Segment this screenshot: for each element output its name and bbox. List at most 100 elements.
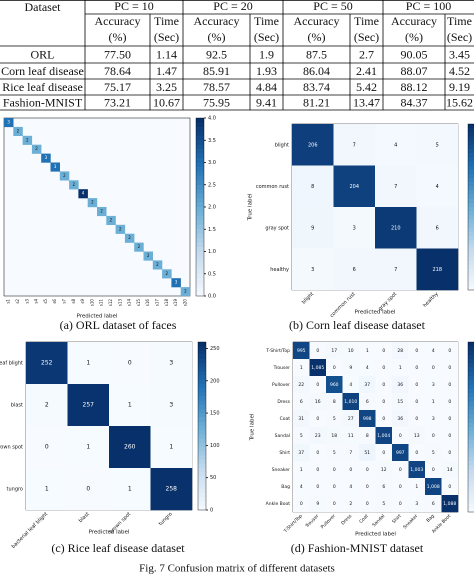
cell-value: 210 [391, 225, 401, 231]
matrix-cell [359, 359, 376, 377]
matrix-cell [425, 461, 442, 479]
cell-value: 2 [63, 173, 66, 178]
cell-value: 5 [333, 416, 336, 422]
colorbar-segment [196, 153, 204, 159]
subheader-cell: Time [354, 14, 379, 28]
colorbar-segment [198, 493, 206, 498]
cell-value: 218 [432, 267, 442, 273]
matrix-cell [441, 478, 459, 496]
cell-value: 0 [432, 467, 435, 473]
matrix-cell [342, 342, 360, 360]
cell-value: 0 [448, 348, 451, 354]
cell-value: 3 [169, 360, 173, 367]
colorbar-segment [198, 375, 206, 381]
cell-value: 8 [333, 399, 336, 405]
subheader-cell: (%) [308, 30, 326, 44]
colorbar-segment [198, 430, 206, 435]
matrix-cell [292, 165, 334, 208]
cell-value: 0 [316, 382, 319, 388]
colorbar-segment [198, 421, 206, 427]
colorbar-segment [196, 126, 204, 132]
colorbar-segment [468, 507, 474, 513]
table-cell: 88.07 [401, 64, 428, 78]
matrix-cell [333, 165, 376, 208]
colorbar-segment [196, 175, 204, 181]
colorbar-segment [196, 287, 204, 292]
matrix-cell [309, 342, 327, 360]
matrix-cell [375, 410, 393, 428]
colorbar-segment [196, 215, 204, 221]
colorbar-segment [196, 220, 204, 226]
colorbar-segment [468, 350, 474, 356]
cell-value: 18 [331, 433, 337, 439]
matrix-cell [180, 287, 191, 297]
colorbar-segment [468, 211, 474, 216]
cell-value: 1 [300, 467, 303, 473]
colorbar-segment [198, 434, 206, 439]
cell-value: 0 [448, 484, 451, 490]
matrix-cell [359, 427, 376, 445]
colorbar-segment [198, 489, 206, 494]
colorbar-segment [468, 240, 474, 245]
cell-value: 1 [300, 365, 303, 371]
colorbar-segment [468, 346, 474, 351]
colorbar-segment [196, 135, 204, 141]
subfigure-caption: (c) Rice leaf disease dataset [51, 541, 185, 555]
x-tick-label: tungro [158, 511, 174, 527]
colorbar-segment [468, 363, 474, 368]
matrix-cell [342, 393, 360, 411]
cell-value: 3 [353, 225, 356, 231]
table-cell: 83.74 [303, 80, 330, 94]
matrix-cell [326, 359, 343, 377]
colorbar-segment [468, 427, 474, 432]
colorbar-tick-label: 3.0 [208, 160, 216, 166]
colorbar-segment [196, 224, 204, 230]
colorbar-segment [468, 153, 474, 158]
colorbar-segment [198, 447, 206, 452]
y-tick-label: common rust [256, 184, 289, 190]
cell-value: 7 [353, 142, 356, 148]
subheader-cell: Accuracy [391, 14, 437, 28]
cell-value: 23 [315, 433, 321, 439]
table-cell: 84.37 [401, 95, 428, 109]
x-tick-label: s7 [61, 299, 66, 304]
colorbar-segment [196, 171, 204, 177]
colorbar-segment [468, 169, 474, 175]
cell-value: 997 [396, 450, 405, 456]
y-tick-label: Dress [277, 399, 290, 405]
header-cell: PC = 50 [313, 0, 352, 13]
cell-value: 0 [448, 399, 451, 405]
colorbar-segment [468, 388, 474, 394]
cell-value: 10 [348, 348, 354, 354]
cell-value: 0 [45, 444, 49, 451]
table-cell: 1.47 [156, 64, 177, 78]
cell-value: 1 [399, 365, 402, 371]
matrix-cell [359, 461, 376, 479]
matrix-cell [408, 393, 426, 411]
colorbar-segment [198, 451, 206, 456]
matrix-cell [292, 207, 334, 249]
cell-value: 3 [169, 402, 173, 409]
matrix-cell [97, 207, 107, 217]
matrix-cell [78, 189, 88, 199]
colorbar-segment [196, 273, 204, 279]
colorbar-segment [468, 380, 474, 385]
table-cell: 3.45 [449, 47, 470, 61]
table-cell: 92.5 [206, 47, 227, 61]
cell-value: 0 [448, 450, 451, 456]
colorbar-segment [468, 439, 474, 445]
matrix-cell [150, 468, 193, 511]
colorbar-segment [196, 211, 204, 217]
table-cell: Rice leaf disease [2, 80, 83, 94]
matrix-cell [309, 478, 327, 496]
cell-value: 4 [432, 348, 435, 354]
colorbar-segment [198, 396, 206, 402]
cell-value: 0 [128, 360, 132, 367]
colorbar-segment [468, 376, 474, 381]
matrix-cell [293, 342, 310, 360]
cell-value: 28 [397, 348, 403, 354]
table-cell: 15.62 [446, 95, 473, 109]
matrix-cell [326, 342, 343, 360]
matrix-cell [392, 427, 409, 445]
matrix-cell [441, 444, 459, 462]
